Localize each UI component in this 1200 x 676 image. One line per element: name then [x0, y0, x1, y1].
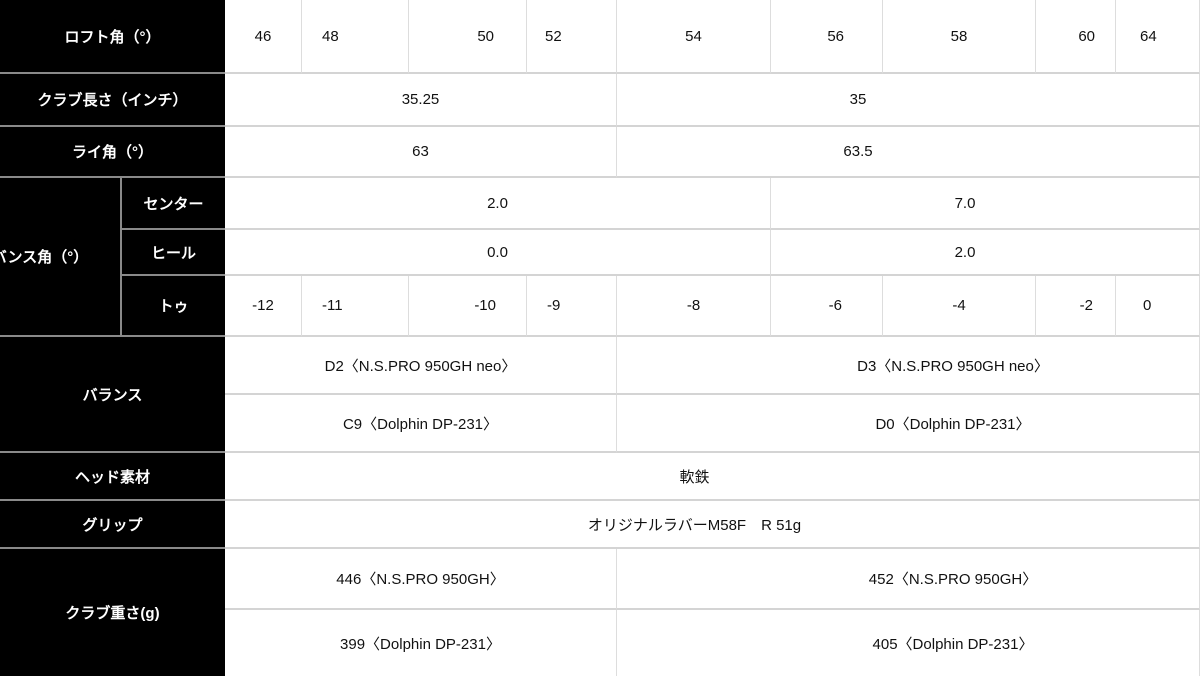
row-subheader-heel: ヒール [122, 230, 225, 276]
row-header-loft: ロフト角（°） [0, 0, 225, 74]
row-subheader-toe: トゥ [122, 276, 225, 337]
loft-cell: 64 [1116, 0, 1200, 74]
row-header-length: クラブ長さ（インチ） [0, 74, 225, 127]
row-header-bounce: バンス角（°） [0, 178, 122, 337]
bounce-toe-cell: -2 [1036, 276, 1116, 337]
bounce-toe-cell: -10 [409, 276, 527, 337]
row-header-head-material: ヘッド素材 [0, 453, 225, 501]
length-cell: 35.25 [225, 74, 617, 127]
weight-cell: 405〈Dolphin DP-231〉 [617, 610, 1200, 676]
row-header-balance: バランス [0, 337, 225, 453]
balance-cell: C9〈Dolphin DP-231〉 [225, 395, 617, 453]
loft-cell: 52 [527, 0, 617, 74]
bounce-center-cell: 2.0 [225, 178, 771, 230]
balance-cell: D2〈N.S.PRO 950GH neo〉 [225, 337, 617, 395]
loft-cell: 60 [1036, 0, 1116, 74]
loft-cell: 50 [409, 0, 527, 74]
lie-cell: 63 [225, 127, 617, 178]
weight-cell: 399〈Dolphin DP-231〉 [225, 610, 617, 676]
loft-cell: 46 [225, 0, 302, 74]
bounce-toe-cell: -8 [617, 276, 771, 337]
loft-cell: 48 [302, 0, 409, 74]
length-cell: 35 [617, 74, 1200, 127]
row-header-lie: ライ角（°） [0, 127, 225, 178]
bounce-toe-cell: -9 [527, 276, 617, 337]
loft-cell: 56 [771, 0, 883, 74]
weight-cell: 446〈N.S.PRO 950GH〉 [225, 549, 617, 610]
grip-cell: オリジナルラバーM58F R 51g [225, 501, 1200, 549]
bounce-toe-cell: -4 [883, 276, 1036, 337]
balance-cell: D3〈N.S.PRO 950GH neo〉 [617, 337, 1200, 395]
bounce-toe-cell: -6 [771, 276, 883, 337]
bounce-toe-cell: 0 [1116, 276, 1200, 337]
bounce-heel-cell: 0.0 [225, 230, 771, 276]
lie-cell: 63.5 [617, 127, 1200, 178]
weight-cell: 452〈N.S.PRO 950GH〉 [617, 549, 1200, 610]
balance-cell: D0〈Dolphin DP-231〉 [617, 395, 1200, 453]
loft-cell: 54 [617, 0, 771, 74]
bounce-toe-cell: -12 [225, 276, 302, 337]
row-header-weight: クラブ重さ(g) [0, 549, 225, 676]
row-subheader-center: センター [122, 178, 225, 230]
row-header-grip: グリップ [0, 501, 225, 549]
bounce-center-cell: 7.0 [771, 178, 1200, 230]
bounce-heel-cell: 2.0 [771, 230, 1200, 276]
loft-cell: 58 [883, 0, 1036, 74]
bounce-toe-cell: -11 [302, 276, 409, 337]
head-material-cell: 軟鉄 [225, 453, 1200, 501]
